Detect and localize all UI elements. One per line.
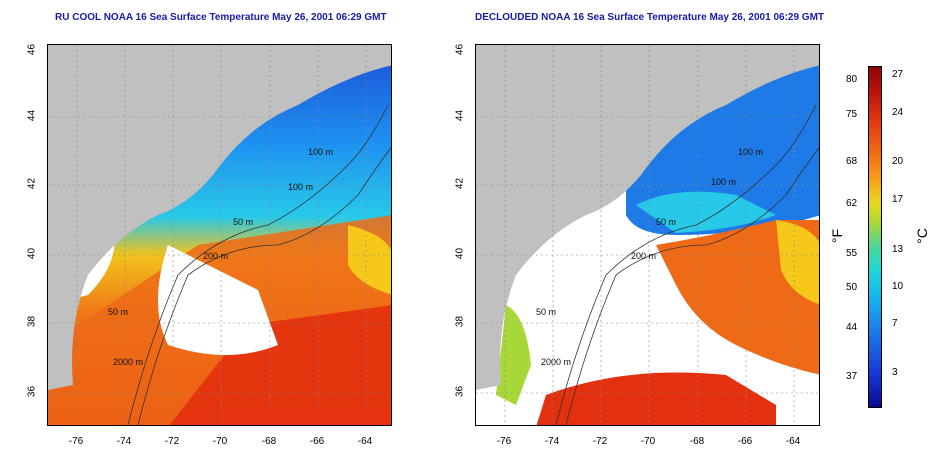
lat-label: 38 <box>454 315 466 328</box>
lon-label: -76 <box>68 436 84 447</box>
temperature-colorbar <box>868 66 882 408</box>
celsius-tick: 13 <box>892 244 904 255</box>
fahrenheit-tick: 75 <box>846 109 858 120</box>
lat-label: 40 <box>26 247 38 260</box>
contour-label: 50 m <box>233 217 253 227</box>
contour-label: 50 m <box>536 307 556 317</box>
cloud-patch <box>158 245 278 355</box>
lon-label: -72 <box>592 436 608 447</box>
celsius-tick: 7 <box>892 318 898 329</box>
fahrenheit-unit: °F <box>829 228 846 244</box>
lon-label: -64 <box>785 436 801 447</box>
land-mass <box>48 45 391 390</box>
lat-label: 42 <box>454 177 466 190</box>
right-map-title: DECLOUDED NOAA 16 Sea Surface Temperatur… <box>475 12 825 23</box>
celsius-tick: 3 <box>892 367 898 378</box>
lon-label: -66 <box>309 436 325 447</box>
contour-label: 200 m <box>203 251 228 261</box>
fahrenheit-tick: 68 <box>846 156 858 167</box>
lon-label: -70 <box>212 436 228 447</box>
lat-label: 36 <box>26 385 38 398</box>
declouded-sst-map-graphic: 100 m 100 m 50 m 200 m 50 m 2000 m <box>476 45 819 425</box>
fahrenheit-tick: 55 <box>846 248 858 259</box>
warm-water-region <box>656 220 819 375</box>
contour-label: 100 m <box>738 147 763 157</box>
lon-label: -74 <box>116 436 132 447</box>
contour-label: 100 m <box>308 147 333 157</box>
contour-label: 2000 m <box>113 357 143 367</box>
lon-label: -72 <box>164 436 180 447</box>
fahrenheit-tick: 50 <box>846 282 858 293</box>
fahrenheit-tick: 44 <box>846 322 858 333</box>
raw-sst-map-graphic: 100 m 100 m 50 m 200 m 50 m 2000 m <box>48 45 391 425</box>
graticule <box>48 45 391 425</box>
graticule <box>476 45 819 425</box>
lat-label: 46 <box>454 43 466 56</box>
contour-label: 2000 m <box>541 357 571 367</box>
gulf-stream-region <box>536 372 776 425</box>
cold-water-region <box>626 65 819 235</box>
fahrenheit-tick: 62 <box>846 198 858 209</box>
declouded-sst-map: 100 m 100 m 50 m 200 m 50 m 2000 m <box>475 44 820 426</box>
gulf-stream-region <box>169 305 391 425</box>
celsius-tick: 17 <box>892 194 904 205</box>
contour-label: 50 m <box>656 217 676 227</box>
nova-scotia <box>288 45 391 72</box>
lon-label: -64 <box>357 436 373 447</box>
raw-sst-map: 100 m 100 m 50 m 200 m 50 m 2000 m <box>47 44 392 426</box>
contour-label: 200 m <box>631 251 656 261</box>
lon-label: -68 <box>261 436 277 447</box>
lon-label: -76 <box>496 436 512 447</box>
lon-label: -74 <box>544 436 560 447</box>
contour-label: 50 m <box>108 307 128 317</box>
lon-label: -68 <box>689 436 705 447</box>
lat-label: 38 <box>26 315 38 328</box>
lat-label: 36 <box>454 385 466 398</box>
shelf-water <box>636 191 776 233</box>
lat-label: 40 <box>454 247 466 260</box>
lat-label: 44 <box>454 109 466 122</box>
bathymetry-contours <box>555 104 819 425</box>
contour-label: 100 m <box>288 182 313 192</box>
lon-label: -66 <box>737 436 753 447</box>
fahrenheit-tick: 37 <box>846 371 858 382</box>
celsius-tick: 10 <box>892 281 904 292</box>
lat-label: 42 <box>26 177 38 190</box>
celsius-tick: 24 <box>892 107 904 118</box>
land-mass <box>476 45 819 390</box>
lat-label: 46 <box>26 43 38 56</box>
warm-eddy <box>776 220 819 305</box>
lat-label: 44 <box>26 109 38 122</box>
celsius-tick: 27 <box>892 69 904 80</box>
bathymetry-contours <box>127 104 391 425</box>
warm-eddy <box>348 225 391 295</box>
fahrenheit-tick: 80 <box>846 74 858 85</box>
left-map-title: RU COOL NOAA 16 Sea Surface Temperature … <box>55 12 387 23</box>
celsius-tick: 20 <box>892 156 904 167</box>
celsius-unit: °C <box>913 228 930 244</box>
contour-label: 100 m <box>711 177 736 187</box>
lon-label: -70 <box>640 436 656 447</box>
